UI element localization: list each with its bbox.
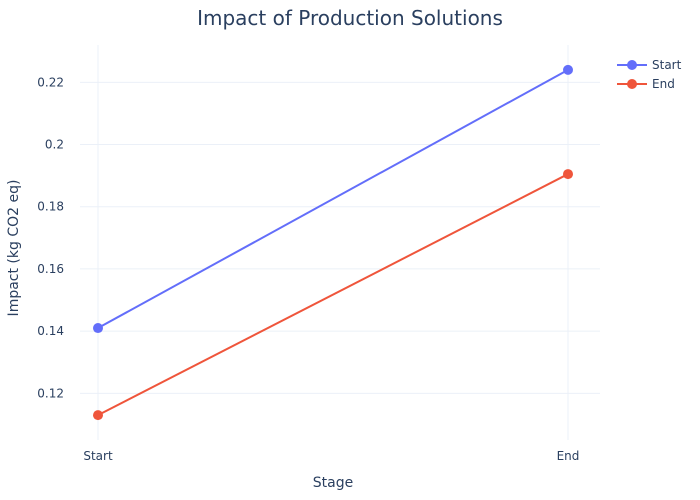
x-tick-label: End [557,449,580,463]
y-tick-label: 0.22 [37,75,64,89]
x-axis-title: Stage [313,475,353,491]
x-tick-label: Start [83,449,113,463]
y-tick-label: 0.2 [45,138,64,152]
data-point[interactable] [93,323,103,334]
series-lines [93,64,573,421]
x-axis-ticks: Start End [83,449,579,463]
y-tick-label: 0.18 [37,200,64,214]
data-point[interactable] [93,410,103,421]
y-axis-title: Impact (kg CO2 eq) [6,180,22,317]
legend-swatch-marker [627,79,637,89]
y-tick-label: 0.14 [37,324,64,338]
series-line-end [97,173,569,417]
chart-title: Impact of Production Solutions [197,6,503,30]
data-point[interactable] [563,169,573,180]
grid [80,45,600,440]
legend-swatch-marker [627,60,637,70]
data-point[interactable] [563,64,573,75]
legend-item-end[interactable]: End [617,77,675,91]
y-axis-ticks: 0.12 0.14 0.16 0.18 0.2 0.22 [37,75,64,400]
series-line-start [97,69,569,329]
legend-label: Start [652,58,682,72]
legend-label: End [652,77,675,91]
y-tick-label: 0.12 [37,386,64,400]
legend[interactable]: Start End [617,58,682,91]
legend-item-start[interactable]: Start [617,58,682,72]
y-tick-label: 0.16 [37,262,64,276]
